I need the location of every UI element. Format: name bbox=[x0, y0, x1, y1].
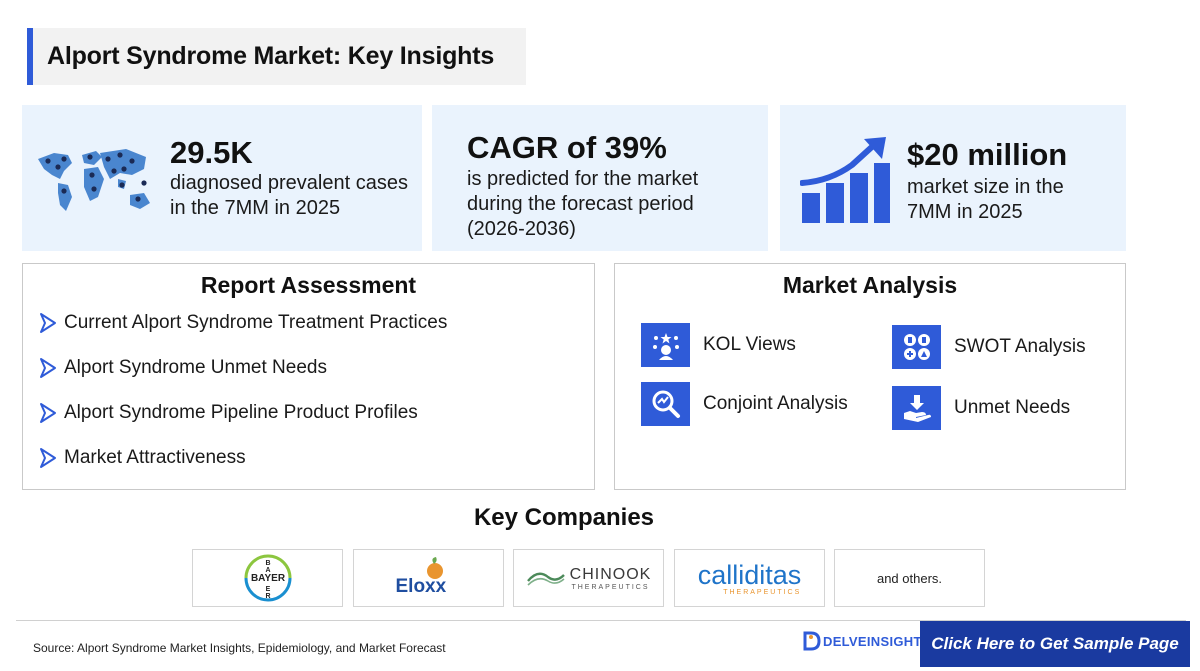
stat-card-market-size: $20 million market size in the 7MM in 20… bbox=[780, 105, 1126, 251]
market-analysis-title: Market Analysis bbox=[782, 272, 958, 298]
logo-others: and others. bbox=[834, 549, 985, 607]
svg-text:B: B bbox=[265, 560, 270, 567]
conjoint-icon bbox=[641, 382, 690, 426]
logo-chinook: CHINOOK THERAPEUTICS bbox=[513, 549, 664, 607]
page-title: Alport Syndrome Market: Key Insights bbox=[47, 42, 495, 70]
stat-desc-line: diagnosed prevalent cases bbox=[170, 172, 408, 194]
brand-text: DELVEINSIGHT bbox=[823, 633, 922, 649]
stat-value: $20 million bbox=[907, 137, 1068, 172]
chinook-wordmark: CHINOOK THERAPEUTICS bbox=[570, 566, 652, 591]
ma-item-label: Unmet Needs bbox=[954, 397, 1071, 418]
stat-desc-line: (2026-2036) bbox=[467, 218, 576, 240]
delveinsight-mark-icon bbox=[803, 631, 821, 651]
stat-value: CAGR of 39% bbox=[467, 130, 667, 165]
ma-item-label: KOL Views bbox=[703, 334, 796, 355]
stat-description: is predicted for the market during the f… bbox=[467, 167, 698, 242]
stat-desc-line: is predicted for the market bbox=[467, 168, 699, 190]
stat-desc-line: in the 7MM in 2025 bbox=[170, 197, 341, 219]
stat-desc-line: market size in the bbox=[907, 176, 1064, 198]
market-analysis-item: Conjoint Analysis bbox=[641, 382, 848, 426]
kol-icon bbox=[641, 323, 690, 367]
source-note: Source: Alport Syndrome Market Insights,… bbox=[33, 641, 446, 655]
stat-desc-line: 7MM in 2025 bbox=[907, 201, 1023, 223]
assessment-item: Alport Syndrome Unmet Needs bbox=[38, 357, 327, 379]
chinook-logo-sub: THERAPEUTICS bbox=[571, 583, 650, 591]
delveinsight-logo: DELVEINSIGHT bbox=[803, 631, 922, 651]
eloxx-logo-text: Eloxx bbox=[395, 576, 447, 597]
stat-card-prevalence: 29.5K diagnosed prevalent cases in the 7… bbox=[22, 105, 422, 251]
report-assessment-title: Report Assessment bbox=[200, 272, 417, 298]
assessment-item-label: Market Attractiveness bbox=[64, 447, 246, 468]
market-analysis-item: SWOT Analysis bbox=[892, 325, 1086, 369]
logo-calliditas: calliditas THERAPEUTICS bbox=[674, 549, 825, 607]
ma-item-label: Conjoint Analysis bbox=[703, 393, 848, 414]
eloxx-logo: Eloxx bbox=[394, 556, 464, 600]
logo-bayer: BAYER B A E R bbox=[192, 549, 343, 607]
market-analysis-item: KOL Views bbox=[641, 323, 796, 367]
logo-eloxx: Eloxx bbox=[353, 549, 504, 607]
chevron-right-icon bbox=[40, 358, 56, 378]
svg-text:E: E bbox=[265, 586, 270, 593]
calliditas-wordmark: calliditas THERAPEUTICS bbox=[698, 561, 802, 596]
stat-description: diagnosed prevalent cases in the 7MM in … bbox=[170, 171, 408, 221]
ma-item-label: SWOT Analysis bbox=[954, 336, 1086, 357]
chevron-right-icon bbox=[40, 448, 56, 468]
stat-card-cagr: CAGR of 39% is predicted for the market … bbox=[432, 105, 768, 251]
others-text: and others. bbox=[876, 570, 943, 586]
svg-text:R: R bbox=[265, 593, 270, 600]
unmet-needs-icon bbox=[892, 386, 941, 430]
calliditas-logo-text: calliditas bbox=[697, 559, 802, 590]
chevron-right-icon bbox=[40, 313, 56, 333]
chinook-wave-icon bbox=[526, 572, 565, 586]
report-assessment-panel: Report Assessment Current Alport Syndrom… bbox=[22, 263, 595, 490]
assessment-item-label: Alport Syndrome Pipeline Product Profile… bbox=[64, 402, 418, 423]
key-companies-title: Key Companies bbox=[473, 504, 655, 531]
swot-icon bbox=[892, 325, 941, 369]
stat-value: 29.5K bbox=[170, 135, 253, 170]
footer-divider bbox=[16, 620, 1186, 621]
assessment-item-label: Alport Syndrome Unmet Needs bbox=[64, 357, 327, 378]
assessment-item: Current Alport Syndrome Treatment Practi… bbox=[38, 312, 447, 334]
svg-text:A: A bbox=[265, 567, 270, 574]
bayer-logo-text: BAYER bbox=[250, 573, 285, 584]
eloxx-mark-icon bbox=[426, 557, 443, 579]
growth-chart-icon bbox=[800, 137, 890, 223]
assessment-item: Alport Syndrome Pipeline Product Profile… bbox=[38, 402, 418, 424]
stat-desc-line: during the forecast period bbox=[467, 193, 694, 215]
chevron-right-icon bbox=[40, 403, 56, 423]
get-sample-page-button[interactable]: Click Here to Get Sample Page bbox=[920, 621, 1190, 667]
market-analysis-item: Unmet Needs bbox=[892, 386, 1070, 430]
stat-description: market size in the 7MM in 2025 bbox=[907, 175, 1064, 225]
assessment-item: Market Attractiveness bbox=[38, 447, 246, 469]
world-map-icon bbox=[38, 149, 150, 211]
title-banner: Alport Syndrome Market: Key Insights bbox=[27, 28, 526, 85]
bayer-logo-icon: BAYER B A E R bbox=[244, 554, 291, 602]
chinook-logo-text: CHINOOK bbox=[569, 565, 652, 583]
calliditas-logo-sub: THERAPEUTICS bbox=[723, 588, 802, 596]
assessment-item-label: Current Alport Syndrome Treatment Practi… bbox=[64, 312, 448, 333]
market-analysis-panel: Market Analysis KOL Views SWOT Analysis … bbox=[614, 263, 1126, 490]
